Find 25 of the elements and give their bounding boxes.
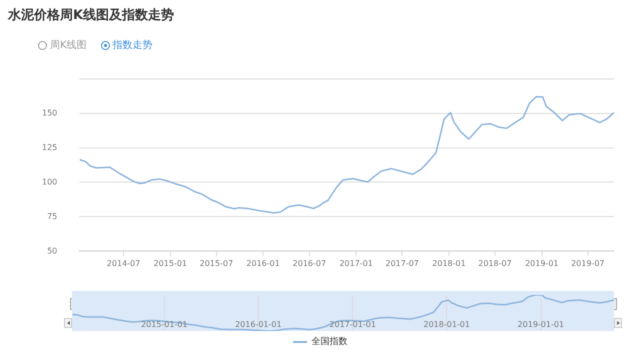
chart-title: 水泥价格周K线图及指数走势	[8, 7, 174, 24]
y-tick-label: 100	[42, 177, 58, 186]
x-tick-label: 2016-01	[246, 259, 280, 268]
text: 周K线图	[50, 38, 87, 52]
x-tick-label: 2019-01	[525, 259, 559, 268]
text: 指数走势	[112, 38, 153, 52]
x-tick-label: 2015-01-01	[141, 320, 188, 329]
x-tick-label: 2015-01	[154, 259, 188, 268]
x-tick-label: 2017-01-01	[329, 320, 376, 329]
x-tick-label: 2017-07	[385, 259, 419, 268]
x-tick-label: 2014-07	[106, 259, 140, 268]
legend-label: 全国指数	[312, 336, 348, 348]
x-tick-label: 2018-01-01	[423, 320, 470, 329]
x-tick-label: 2017-01	[339, 259, 373, 268]
x-tick-label: 2018-01	[432, 259, 466, 268]
y-tick-label: 150	[42, 108, 58, 118]
x-tick-label: 2016-01-01	[235, 320, 282, 329]
x-tick-label: 2016-07	[292, 259, 326, 268]
y-tick-label: 125	[42, 142, 58, 152]
x-tick-label: 2015-07	[200, 259, 234, 268]
y-tick-label: 75	[47, 212, 58, 221]
x-tick-label: 2018-07	[478, 259, 512, 268]
x-tick-label: 2019-01-01	[518, 320, 564, 329]
x-tick-label: 2019-07	[571, 259, 605, 268]
y-tick-label: 50	[47, 246, 58, 256]
